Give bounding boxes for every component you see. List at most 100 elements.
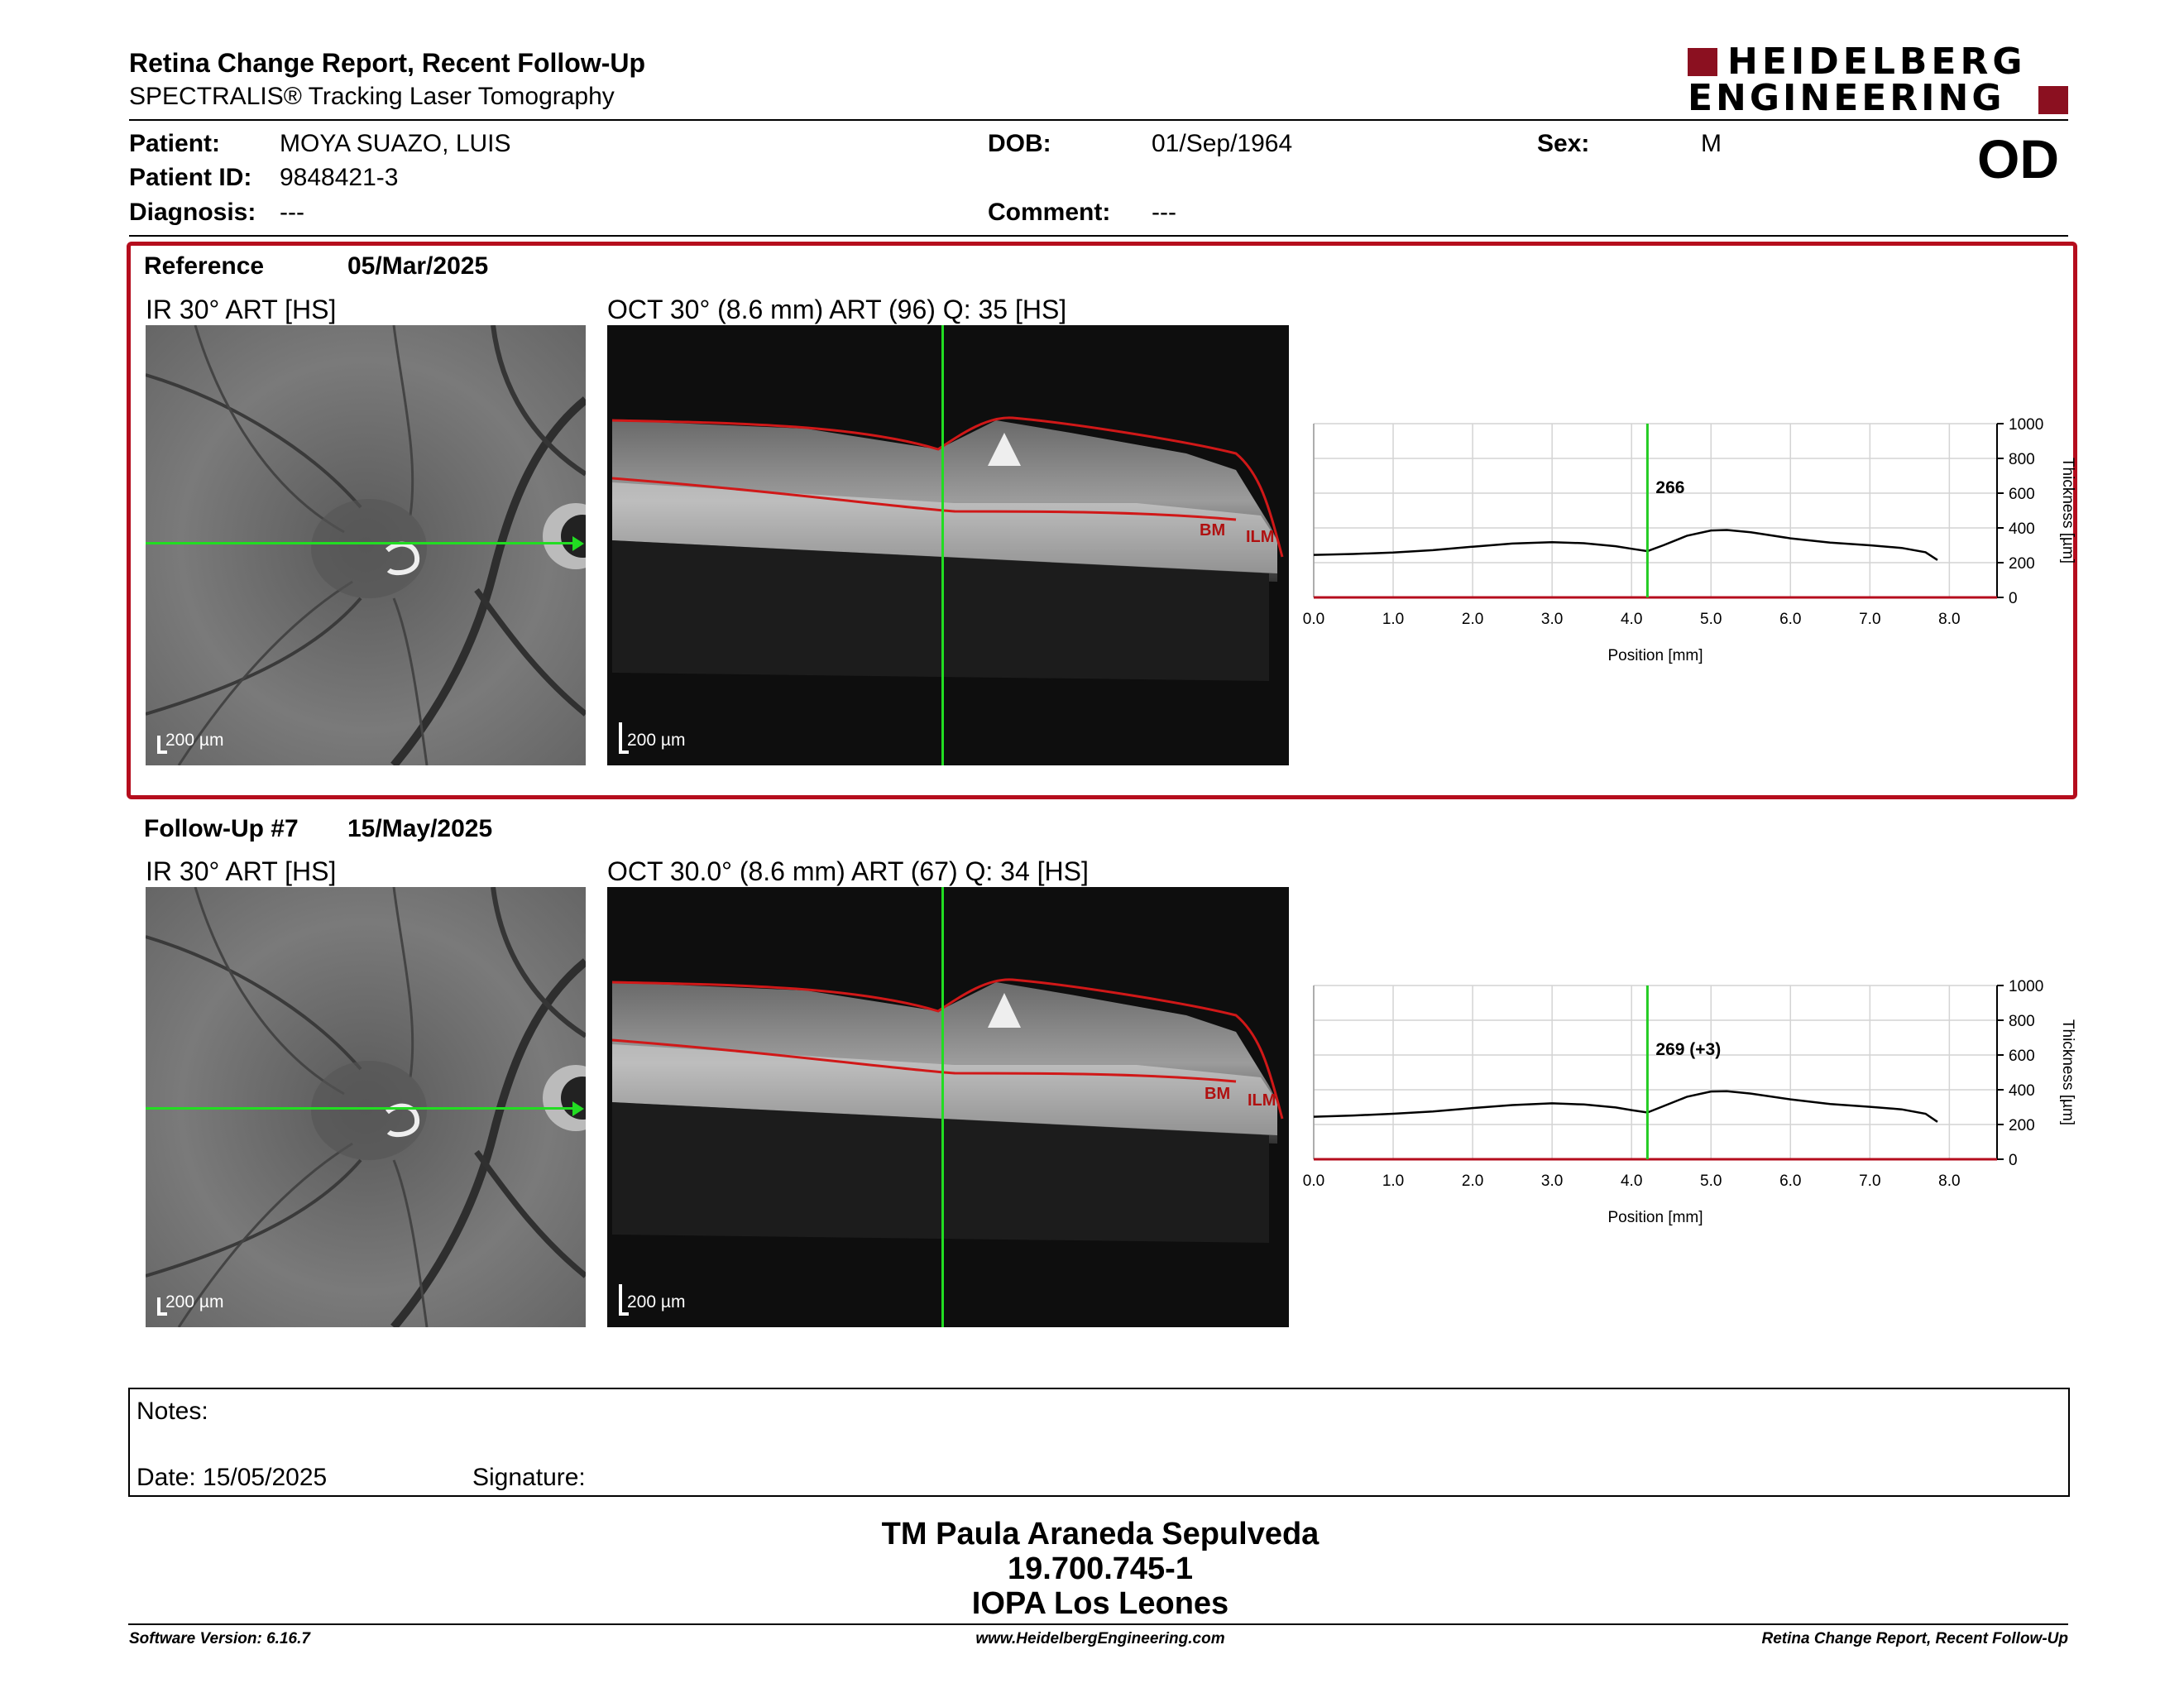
logo-line-2: ENGINEERING — [1688, 77, 2005, 119]
y-tick-label: 200 — [2009, 1117, 2035, 1134]
x-tick-label: 8.0 — [1938, 1172, 1960, 1190]
dob-label: DOB: — [988, 130, 1051, 157]
marker-value-label: 266 — [1655, 478, 1684, 497]
x-tick-label: 1.0 — [1382, 611, 1404, 628]
followup-oct-bscan-image[interactable]: BM ILM 200 µm — [607, 887, 1289, 1327]
y-tick-label: 800 — [2009, 451, 2035, 468]
x-axis-label: Position [mm] — [1607, 1209, 1703, 1226]
notes-date: Date: 15/05/2025 — [136, 1464, 328, 1491]
company-logo: HEIDELBERG ENGINEERING — [1688, 41, 2068, 119]
x-tick-label: 4.0 — [1621, 611, 1642, 628]
followup-ilm-label: ILM — [1248, 1091, 1276, 1110]
reference-ilm-label: ILM — [1246, 528, 1274, 546]
x-tick-label: 4.0 — [1621, 1172, 1642, 1190]
y-tick-label: 800 — [2009, 1013, 2035, 1030]
followup-date: 15/May/2025 — [347, 815, 493, 842]
reference-section — [127, 242, 2077, 799]
reference-oct-caption: OCT 30° (8.6 mm) ART (96) Q: 35 [HS] — [607, 295, 1067, 324]
report-title: Retina Change Report, Recent Follow-Up — [129, 48, 646, 78]
reference-ir-scale-text: 200 µm — [165, 731, 224, 750]
thickness-chart-svg: 0 200 400 600 800 1000 0.0 1.0 2.0 3.0 4.0 5.0 6.0 7.… — [1303, 416, 2076, 664]
reference-ir-caption: IR 30° ART [HS] — [146, 295, 337, 324]
notes-box[interactable]: Notes: Date: 15/05/2025 Signature: — [128, 1388, 2070, 1497]
reference-label: Reference — [144, 252, 265, 280]
signatory-organization: IOPA Los Leones — [971, 1586, 1229, 1621]
x-tick-label: 0.0 — [1303, 1172, 1324, 1190]
reference-ir-fundus-image[interactable]: 200 µm — [146, 325, 586, 765]
followup-label: Follow-Up #7 — [144, 815, 299, 842]
sex-label: Sex: — [1537, 130, 1590, 157]
y-tick-label: 400 — [2009, 520, 2035, 538]
scan-direction-arrow-icon — [572, 536, 584, 551]
y-tick-label: 1000 — [2009, 978, 2043, 995]
thickness-series-line — [1313, 1090, 1938, 1123]
patient-name: MOYA SUAZO, LUIS — [280, 130, 511, 157]
reference-oct-scale-text: 200 µm — [627, 731, 686, 750]
patient-label: Patient: — [129, 130, 221, 157]
logo-line-1: HEIDELBERG — [1727, 41, 2027, 83]
x-axis-label: Position [mm] — [1607, 647, 1703, 664]
x-tick-label: 5.0 — [1700, 611, 1722, 628]
reference-ir-scalebar: 200 µm — [157, 719, 256, 754]
diagnosis-value: --- — [280, 199, 304, 226]
dob-value: 01/Sep/1964 — [1152, 130, 1293, 157]
followup-ir-scalebar: 200 µm — [157, 1281, 256, 1316]
reference-ir-svg — [146, 325, 586, 765]
reference-oct-scalebar: 200 µm — [619, 717, 718, 754]
y-tick-label: 600 — [2009, 1048, 2035, 1065]
followup-oct-svg: BM ILM — [611, 887, 1284, 1327]
comment-value: --- — [1152, 199, 1176, 226]
marker-value-label: 269 (+3) — [1655, 1040, 1721, 1059]
followup-oct-scalebar: 200 µm — [619, 1279, 718, 1316]
notes-signature-label: Signature: — [472, 1464, 586, 1491]
sex-value: M — [1701, 130, 1722, 157]
x-tick-label: 2.0 — [1462, 611, 1483, 628]
y-tick-label: 0 — [2009, 1152, 2018, 1169]
x-tick-label: 2.0 — [1462, 1172, 1483, 1190]
thickness-series-line — [1313, 529, 1938, 561]
x-tick-label: 6.0 — [1779, 611, 1801, 628]
signatory-name: TM Paula Araneda Sepulveda — [881, 1517, 1320, 1551]
header-divider — [129, 119, 2068, 121]
report-subtitle: SPECTRALIS® Tracking Laser Tomography — [129, 83, 615, 110]
reference-ir-scan-line — [146, 542, 576, 544]
x-tick-label: 5.0 — [1700, 1172, 1722, 1190]
x-tick-label: 7.0 — [1859, 1172, 1880, 1190]
followup-bm-label: BM — [1205, 1085, 1230, 1103]
notes-label: Notes: — [136, 1398, 208, 1425]
reference-date: 05/Mar/2025 — [347, 252, 489, 280]
comment-label: Comment: — [988, 199, 1111, 226]
x-tick-label: 3.0 — [1541, 611, 1563, 628]
y-tick-label: 400 — [2009, 1082, 2035, 1100]
y-axis-label: Thickness [µm] — [2059, 458, 2076, 563]
reference-thickness-chart: 0 200 400 600 800 1000 0.0 1.0 2.0 3.0 4.0 5.0 6.0 7.… — [1299, 407, 2076, 688]
reference-oct-bscan-image[interactable]: BM ILM 200 µm — [607, 325, 1289, 765]
followup-ir-scale-text: 200 µm — [165, 1292, 224, 1312]
x-tick-label: 8.0 — [1938, 611, 1960, 628]
eye-indicator: OD — [1977, 128, 2059, 189]
x-tick-label: 0.0 — [1303, 611, 1324, 628]
followup-thickness-chart: 0 200 400 600 800 1000 0.0 1.0 2.0 3.0 4.0 5.0 6.0 7.… — [1299, 969, 2076, 1250]
diagnosis-label: Diagnosis: — [129, 199, 256, 226]
followup-ir-scan-line — [146, 1107, 576, 1110]
y-axis-label: Thickness [µm] — [2059, 1019, 2076, 1125]
x-tick-label: 3.0 — [1541, 1172, 1563, 1190]
followup-ir-caption: IR 30° ART [HS] — [146, 856, 337, 886]
y-tick-label: 200 — [2009, 555, 2035, 573]
followup-ir-fundus-image[interactable]: 200 µm — [146, 887, 586, 1327]
scan-direction-arrow-icon — [572, 1101, 584, 1116]
software-version: Software Version: 6.16.7 — [129, 1630, 310, 1647]
y-tick-label: 1000 — [2009, 416, 2043, 434]
patient-id-value: 9848421-3 — [280, 164, 399, 191]
reference-bm-label: BM — [1200, 521, 1225, 539]
followup-oct-scale-text: 200 µm — [627, 1292, 686, 1312]
patient-id-label: Patient ID: — [129, 164, 252, 191]
x-tick-label: 1.0 — [1382, 1172, 1404, 1190]
patient-divider — [129, 235, 2068, 237]
y-tick-label: 600 — [2009, 486, 2035, 503]
company-website: www.HeidelbergEngineering.com — [975, 1630, 1225, 1647]
followup-oct-caption: OCT 30.0° (8.6 mm) ART (67) Q: 34 [HS] — [607, 856, 1089, 886]
x-tick-label: 7.0 — [1859, 611, 1880, 628]
y-tick-label: 0 — [2009, 590, 2018, 607]
report-name-footer: Retina Change Report, Recent Follow-Up — [1761, 1630, 2068, 1647]
